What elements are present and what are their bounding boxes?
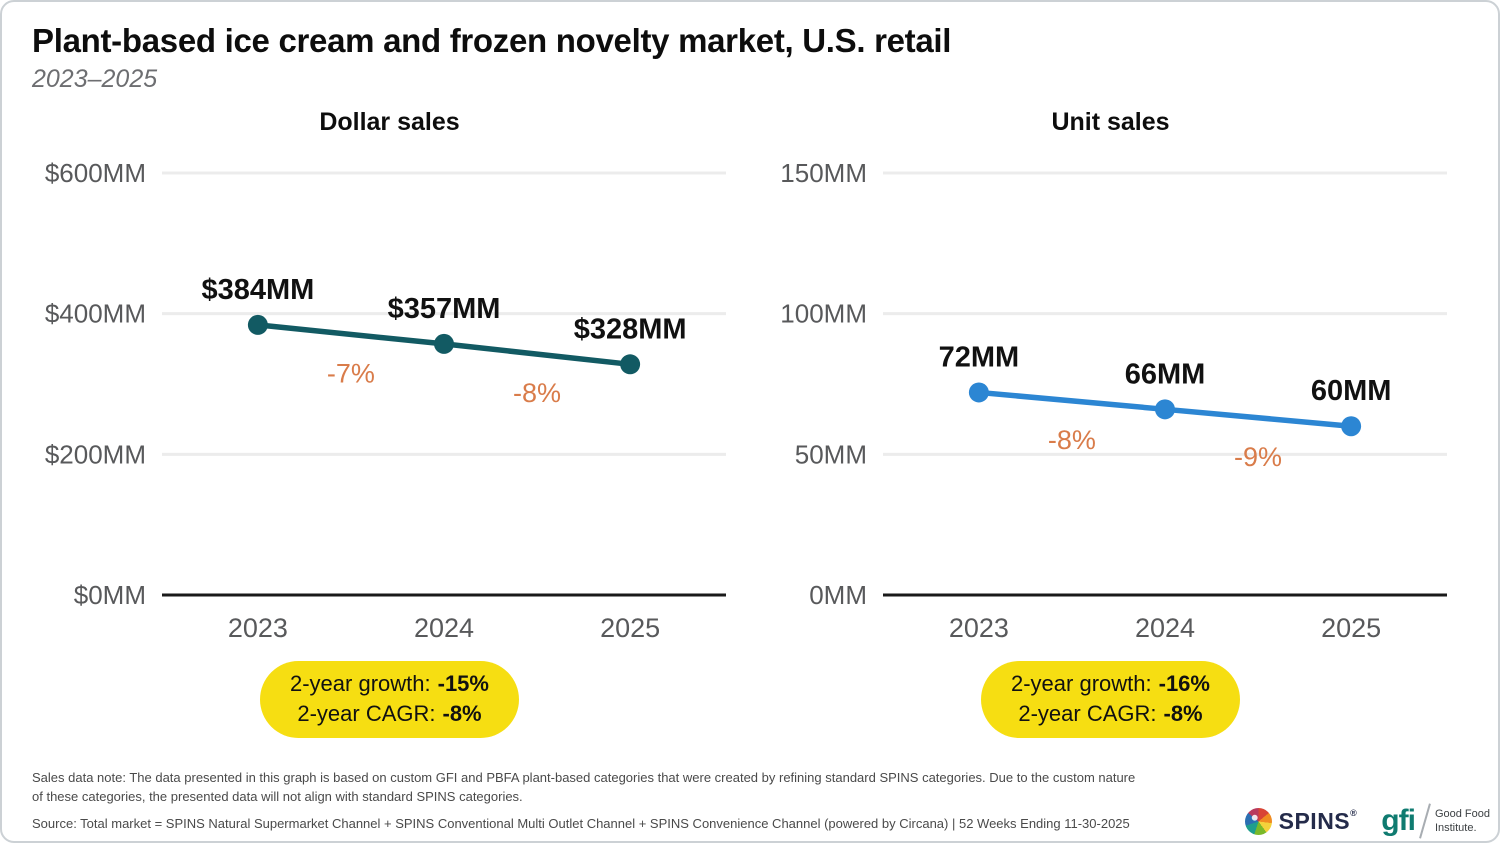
x-tick-label: 2023	[949, 613, 1009, 643]
logo-group: SPINS® gfi Good Food Institute.	[1244, 803, 1490, 839]
sales-data-note: Sales data note: The data presented in t…	[32, 770, 1136, 805]
y-tick-label: $400MM	[45, 299, 146, 329]
unit-sales-chart-block: Unit sales 0MM 50MM 100MM 150MM 2023 2024 2025…	[753, 96, 1468, 739]
growth-value: -16%	[1158, 671, 1210, 696]
source-note: Source: Total market = SPINS Natural Sup…	[32, 816, 1130, 831]
y-tick-label: 150MM	[780, 158, 867, 188]
x-tick-label: 2024	[1135, 613, 1195, 643]
cagr-label: 2-year CAGR:	[1018, 700, 1157, 726]
growth-line: 2-year growth: -16%	[1011, 669, 1210, 699]
footer: Sales data note: The data presented in t…	[32, 769, 1468, 831]
data-point	[434, 333, 454, 354]
header: Plant-based ice cream and frozen novelty…	[2, 2, 1498, 94]
data-point-label: 66MM	[1125, 358, 1206, 390]
y-tick-label: 100MM	[780, 299, 867, 329]
y-tick-label: 50MM	[795, 439, 867, 469]
growth-label: 2-year growth:	[290, 671, 431, 696]
spins-globe-icon	[1244, 807, 1272, 835]
x-tick-label: 2025	[600, 613, 660, 643]
data-point	[968, 382, 989, 403]
data-point-label: 60MM	[1311, 375, 1392, 407]
gfi-logo: gfi Good Food Institute.	[1381, 803, 1490, 839]
pct-change-label: -8%	[1048, 425, 1096, 455]
page-subtitle: 2023–2025	[32, 65, 158, 93]
data-point-label: 72MM	[939, 341, 1020, 373]
x-tick-label: 2024	[414, 613, 474, 643]
cagr-value: -8%	[1163, 700, 1203, 726]
dollar-sales-chart-block: Dollar sales $0MM $200MM $400MM $600MM 2023 2…	[32, 96, 747, 739]
badge-row: 2-year growth: -15% 2-year CAGR: -8%	[32, 661, 747, 739]
gfi-divider	[1419, 803, 1431, 839]
growth-value: -15%	[437, 671, 489, 696]
data-point	[247, 314, 268, 335]
data-point	[620, 354, 641, 375]
spins-wordmark: SPINS®	[1278, 807, 1358, 834]
y-tick-label: $600MM	[45, 158, 146, 188]
data-point	[1155, 399, 1175, 420]
registered-mark-icon: ®	[1350, 807, 1358, 818]
cagr-label: 2-year CAGR:	[297, 700, 436, 726]
gfi-wordmark: gfi	[1381, 804, 1416, 837]
gfi-institute-name: Good Food Institute.	[1434, 807, 1490, 834]
growth-label: 2-year growth:	[1011, 671, 1152, 696]
chart-title-dollar-sales: Dollar sales	[319, 108, 460, 136]
chart-title-unit-sales: Unit sales	[1051, 108, 1170, 136]
pct-change-label: -7%	[327, 358, 375, 388]
unit-sales-line-chart: 0MM 50MM 100MM 150MM 2023 2024 2025 -8% -9% 72MM 6…	[780, 158, 1447, 643]
y-tick-label: $200MM	[45, 439, 146, 469]
charts-row: Dollar sales $0MM $200MM $400MM $600MM 2023 2…	[2, 96, 1498, 739]
dollar-sales-line-chart: $0MM $200MM $400MM $600MM 2023 2024 2025 -7% -8%…	[45, 158, 726, 643]
dollar-summary-badge: 2-year growth: -15% 2-year CAGR: -8%	[260, 661, 519, 739]
badge-row: 2-year growth: -16% 2-year CAGR: -8%	[753, 661, 1468, 739]
y-tick-label: 0MM	[809, 580, 867, 610]
cagr-line: 2-year CAGR: -8%	[290, 699, 489, 729]
data-point-label: $328MM	[574, 313, 687, 345]
data-point-label: $384MM	[201, 274, 314, 306]
cagr-value: -8%	[442, 700, 482, 726]
data-point-label: $357MM	[388, 293, 501, 325]
pct-change-label: -8%	[513, 378, 561, 408]
unit-summary-badge: 2-year growth: -16% 2-year CAGR: -8%	[981, 661, 1240, 739]
page-title: Plant-based ice cream and frozen novelty…	[32, 22, 952, 59]
y-tick-label: $0MM	[74, 580, 146, 610]
cagr-line: 2-year CAGR: -8%	[1011, 699, 1210, 729]
data-point	[1341, 416, 1362, 437]
growth-line: 2-year growth: -15%	[290, 669, 489, 699]
pct-change-label: -9%	[1234, 442, 1282, 472]
x-tick-label: 2025	[1321, 613, 1381, 643]
spins-logo: SPINS®	[1244, 807, 1358, 835]
x-tick-label: 2023	[228, 613, 288, 643]
